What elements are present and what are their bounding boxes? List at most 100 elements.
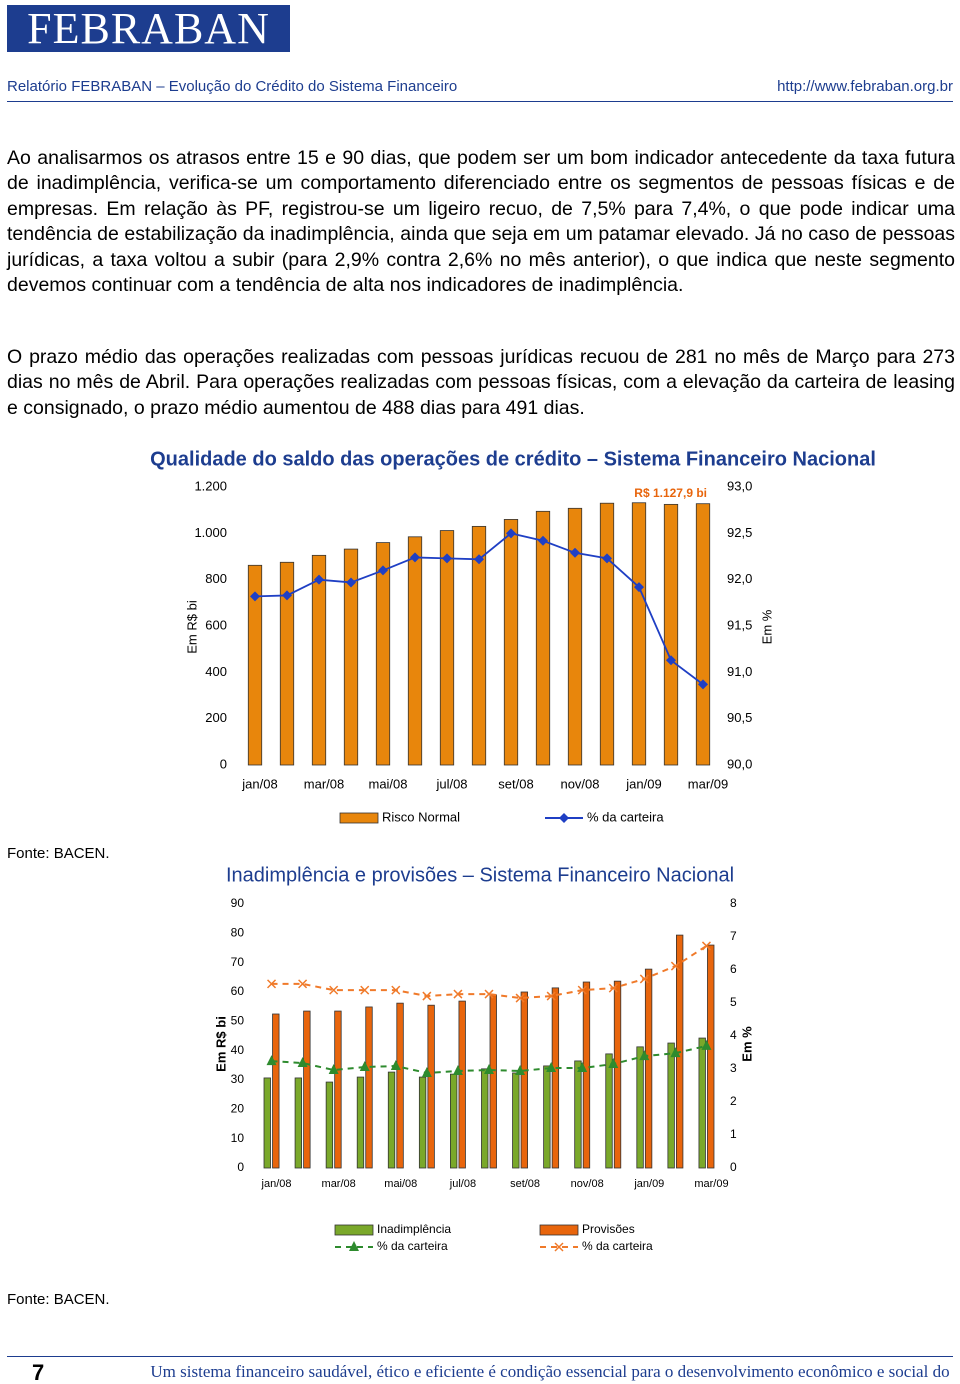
source: Fonte: BACEN. (7, 1291, 110, 1308)
x-tick-label: mar/09 (694, 1178, 728, 1190)
marker (602, 553, 612, 564)
bar (325, 1081, 334, 1169)
bar (334, 1010, 342, 1169)
y-tick-label: 70 (231, 955, 245, 969)
bar (567, 507, 583, 766)
bar (247, 564, 263, 766)
x-tick-label: mai/08 (368, 776, 407, 791)
marker (329, 985, 339, 995)
bar (418, 1076, 427, 1169)
x-tick-label: jan/09 (633, 1178, 664, 1190)
marker (701, 1039, 712, 1050)
annotation: R$ 1.127,9 bi (634, 486, 707, 500)
bar (427, 1004, 435, 1169)
bar (311, 554, 327, 766)
header-rule (7, 101, 953, 102)
marker (282, 590, 292, 601)
x-tick-label: set/08 (498, 776, 533, 791)
x-tick-label: nov/08 (560, 776, 599, 791)
bar (535, 510, 551, 766)
y-tick-label: 0 (730, 1160, 737, 1174)
bar (489, 994, 497, 1169)
bar (663, 503, 679, 766)
bar (387, 1071, 396, 1169)
marker (297, 1057, 308, 1068)
bar (520, 991, 528, 1169)
bar (407, 536, 423, 766)
bar (450, 1073, 458, 1169)
marker (639, 974, 649, 984)
chart-title: Inadimplência e provisões – Sistema Fina… (226, 864, 734, 886)
marker (639, 1050, 650, 1061)
bar (698, 1037, 706, 1169)
marker (484, 1063, 494, 1074)
y-tick-label: 5 (730, 995, 737, 1009)
y-tick-label: 800 (205, 571, 227, 586)
bar (503, 519, 519, 766)
marker (577, 985, 587, 995)
x-tick-label: jan/08 (261, 1178, 292, 1190)
y-tick-label: 91,0 (727, 664, 752, 679)
marker (538, 535, 548, 546)
bar (279, 561, 295, 766)
y-tick-label: 7 (730, 929, 737, 943)
y-tick-label: 200 (205, 710, 227, 725)
marker (666, 655, 676, 666)
legend-label: Risco Normal (382, 809, 460, 824)
url[interactable]: http://www.febraban.org.br (777, 78, 953, 95)
paragraph: O prazo médio das operações realizadas c… (7, 346, 955, 419)
bar (512, 1072, 520, 1169)
bar (543, 1065, 551, 1169)
marker (250, 591, 260, 602)
marker (360, 985, 370, 995)
bar (356, 1076, 365, 1169)
legend-label: Inadimplência (377, 1222, 451, 1236)
slogan: Um sistema financeiro saudável, ético e … (150, 1362, 950, 1384)
x-tick-label: jul/08 (435, 776, 467, 791)
marker (314, 574, 324, 585)
marker (484, 989, 494, 999)
y-tick-label: 20 (231, 1102, 245, 1116)
y-tick-label: 92,5 (727, 525, 752, 540)
marker (698, 679, 708, 690)
marker (608, 983, 618, 993)
x-tick-label: mar/09 (688, 776, 728, 791)
y-tick-label: 60 (231, 984, 245, 998)
x-tick-label: mai/08 (384, 1178, 417, 1190)
marker (421, 1066, 432, 1077)
y-tick-label: 10 (231, 1131, 245, 1145)
bar (599, 502, 615, 766)
legend-label: % da carteira (377, 1239, 448, 1253)
chart: Qualidade do saldo das operações de créd… (150, 448, 876, 824)
y2-axis-title: Em % (739, 1026, 754, 1062)
y-tick-label: 90 (231, 896, 245, 910)
chart: Inadimplência e provisões – Sistema Fina… (213, 864, 754, 1253)
marker (474, 554, 484, 565)
paragraph: Ao analisarmos os atrasos entre 15 e 90 … (7, 147, 955, 297)
y-tick-label: 90,0 (727, 756, 752, 771)
x-tick-label: jan/09 (625, 776, 661, 791)
y-tick-label: 50 (231, 1014, 245, 1028)
marker (506, 528, 516, 539)
legend-marker (349, 1241, 359, 1251)
y-tick-label: 1 (730, 1127, 737, 1141)
marker (328, 1063, 339, 1074)
bar (263, 1077, 271, 1169)
marker (515, 1064, 526, 1075)
marker (546, 1062, 557, 1073)
bar (582, 981, 591, 1169)
line (271, 1044, 707, 1074)
bar (303, 1010, 311, 1169)
marker (346, 577, 356, 588)
marker (577, 1062, 588, 1073)
x-tick-label: nov/08 (571, 1178, 604, 1190)
y-tick-label: 8 (730, 896, 737, 910)
y-tick-label: 80 (231, 926, 245, 940)
bar (613, 980, 622, 1169)
chart-title: Qualidade do saldo das operações de créd… (150, 448, 876, 470)
y-axis-title: Em R$ bi (213, 1016, 228, 1072)
marker (267, 979, 277, 989)
legend-swatch (339, 812, 379, 824)
y-axis-title: Em R$ bi (184, 600, 199, 654)
marker (701, 941, 711, 951)
